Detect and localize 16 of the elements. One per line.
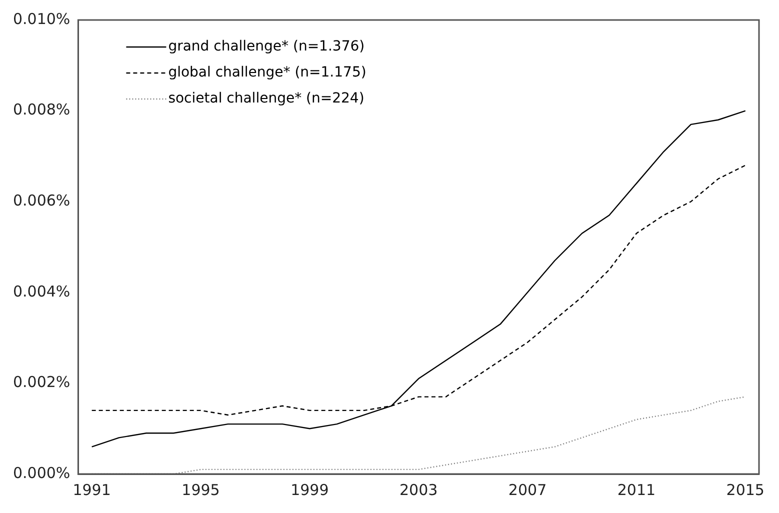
legend-label: grand challenge* (n=1.376) [168, 38, 365, 55]
x-tick-label: 2007 [508, 480, 547, 499]
y-tick-label: 0.006% [12, 191, 70, 210]
x-tick-label: 2011 [617, 480, 656, 499]
x-tick-label: 2015 [726, 480, 764, 499]
x-tick-label: 2003 [400, 480, 438, 499]
y-tick-label: 0.010% [12, 10, 70, 28]
y-tick-label: 0.002% [12, 373, 70, 392]
legend-label: global challenge* (n=1.175) [168, 64, 366, 81]
y-tick-label: 0.004% [12, 282, 70, 300]
x-tick-label: 1991 [72, 480, 111, 499]
x-tick-label: 1999 [290, 480, 329, 499]
y-tick-label: 0.008% [12, 100, 70, 119]
y-tick-label: 0.000% [12, 464, 70, 482]
legend-label: societal challenge* (n=224) [168, 90, 364, 107]
x-tick-label: 1995 [182, 480, 220, 499]
